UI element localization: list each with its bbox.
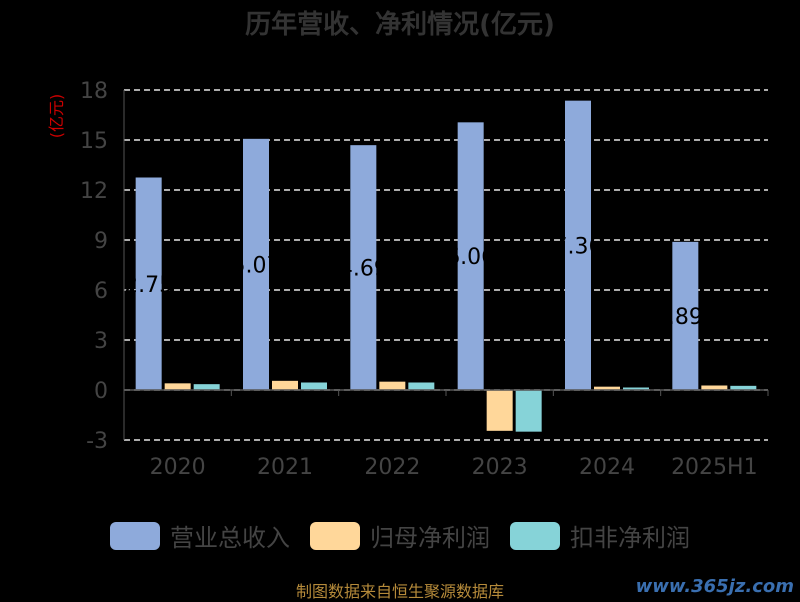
data-label-revenue: 5.07 (232, 253, 281, 278)
chart-title: 历年营收、净利情况(亿元) (245, 10, 555, 40)
bar-net-profit (594, 386, 620, 390)
bar-deducted-profit (730, 385, 757, 390)
bar-deducted-profit (408, 382, 435, 390)
bar-deducted-profit (193, 384, 220, 390)
bar-revenue (350, 145, 377, 390)
bar-revenue (457, 122, 484, 390)
y-tick-label: 6 (94, 279, 108, 304)
data-label-revenue: 6.06 (446, 245, 495, 270)
legend-swatch-revenue (110, 521, 160, 550)
bar-net-profit (701, 385, 728, 390)
bar-net-profit (164, 383, 191, 390)
legend-label-revenue: 营业总收入 (170, 524, 290, 552)
y-tick-label: -3 (86, 429, 108, 454)
bar-net-profit (272, 380, 298, 390)
data-label-revenue: 2.75 (124, 273, 173, 298)
legend: 营业总收入 归母净利润 扣非净利润 (0, 518, 800, 552)
bar-revenue (672, 241, 699, 390)
legend-label-deducted-profit: 扣非净利润 (570, 524, 690, 552)
data-label-revenue: 7.36 (554, 234, 603, 259)
bar-deducted-profit (515, 390, 542, 432)
bar-net-profit (379, 381, 406, 390)
y-tick-label: 9 (94, 229, 108, 254)
legend-item-deducted-profit: 扣非净利润 (510, 518, 690, 553)
bar-revenue (243, 138, 269, 390)
x-tick-label: 2021 (257, 455, 313, 480)
data-label-revenue: 4.69 (339, 257, 388, 282)
y-axis-title: (亿元) (47, 94, 66, 139)
bar-revenue (565, 100, 591, 391)
bar-revenue (135, 177, 162, 390)
x-tick-label: 2023 (472, 455, 528, 480)
y-tick-label: 18 (80, 79, 108, 104)
bar-net-profit (486, 390, 513, 431)
x-tick-label: 2025H1 (671, 455, 758, 480)
source-note: 制图数据来自恒生聚源数据库 (295, 582, 504, 601)
y-tick-label: 15 (80, 129, 108, 154)
legend-swatch-deducted-profit (510, 521, 560, 550)
x-tick-label: 2020 (150, 455, 206, 480)
watermark: www.365jz.com (635, 576, 794, 597)
legend-swatch-net-profit (310, 521, 360, 550)
x-tick-label: 2022 (364, 455, 420, 480)
legend-item-net-profit: 归母净利润 (310, 518, 490, 553)
bar-deducted-profit (301, 382, 327, 390)
y-tick-label: 3 (94, 329, 108, 354)
legend-label-net-profit: 归母净利润 (370, 524, 490, 552)
bar-deducted-profit (623, 387, 649, 390)
y-tick-label: 12 (80, 179, 108, 204)
data-label-revenue: .89 (668, 305, 703, 330)
x-tick-label: 2024 (579, 455, 635, 480)
y-tick-label: 0 (94, 379, 108, 404)
legend-item-revenue: 营业总收入 (110, 518, 290, 553)
